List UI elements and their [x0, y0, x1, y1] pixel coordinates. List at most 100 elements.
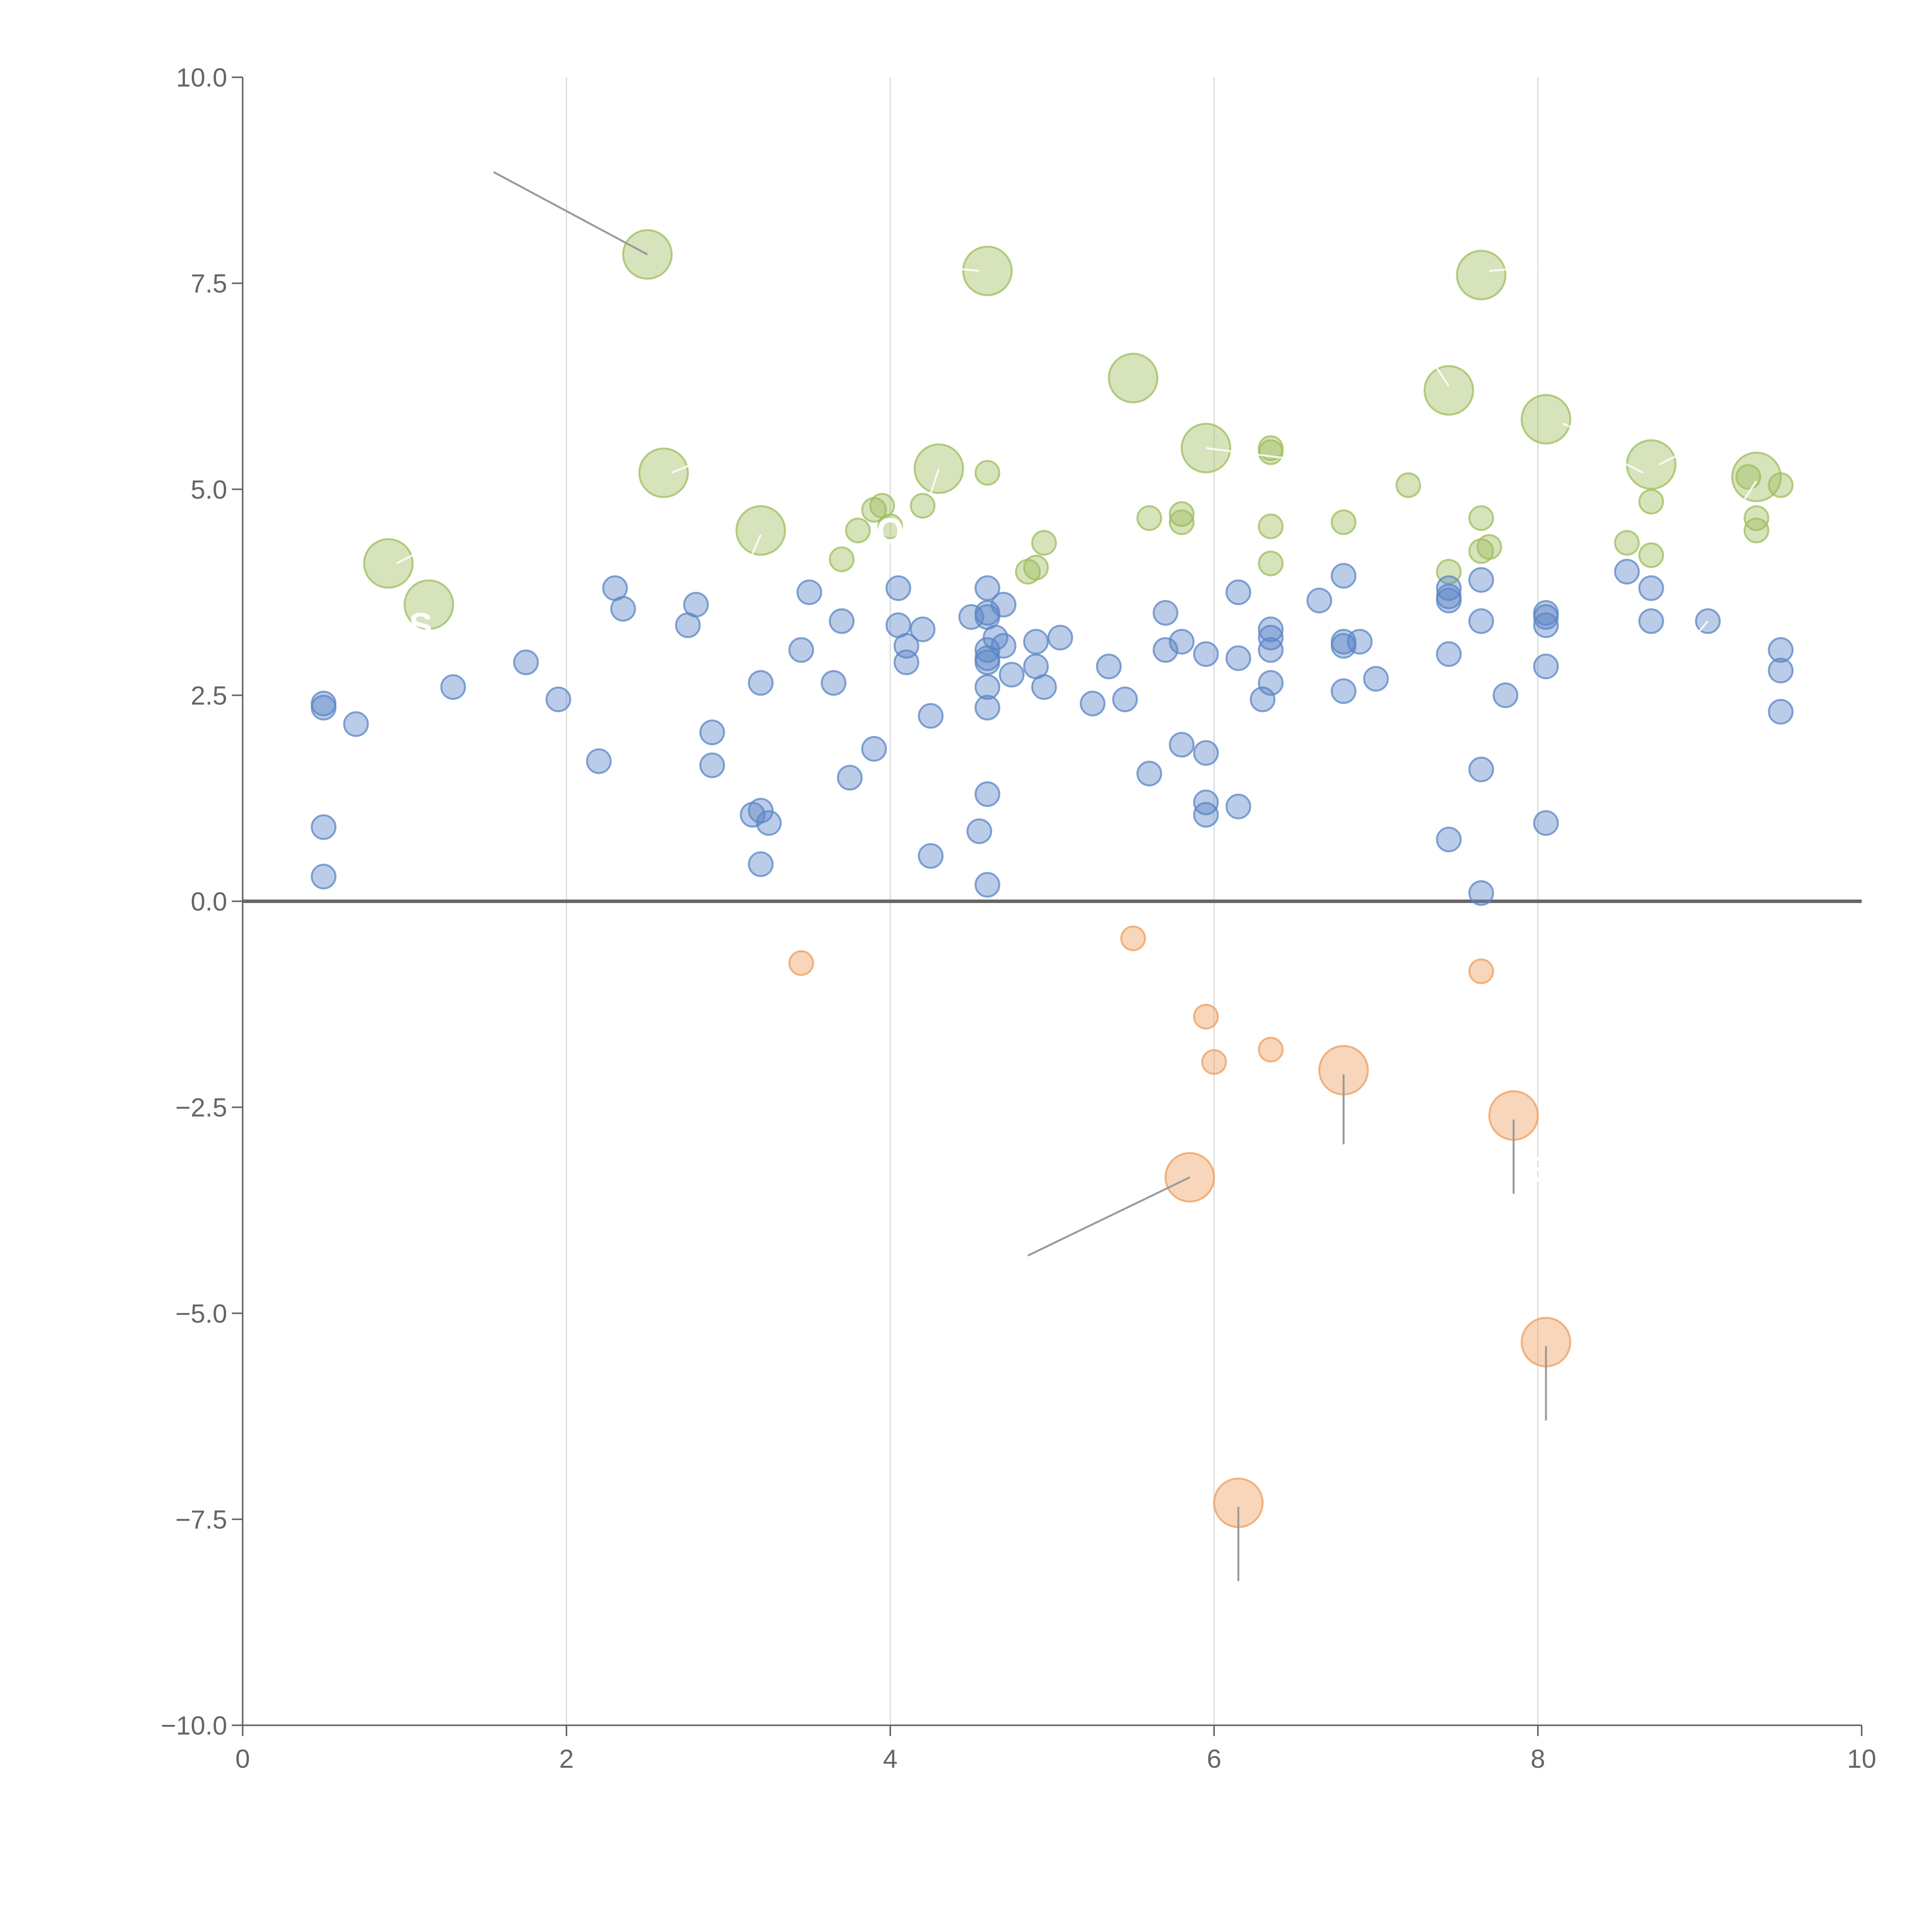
bubble-point — [1112, 686, 1138, 713]
connector-line — [1731, 480, 1757, 519]
y-axis-ticks: 10.0 7.5 5.0 2.5 0.0 −2.5 −5.0 −7.5 −10.0 — [161, 63, 243, 1740]
series-mid — [311, 559, 1794, 906]
bubble-point — [699, 719, 725, 745]
bubble-point — [975, 460, 1000, 486]
bubble-point — [829, 608, 855, 634]
bubble-point — [1023, 629, 1049, 655]
bubble-point — [311, 864, 337, 889]
bubble-point — [740, 802, 766, 828]
bubble-point — [975, 872, 1000, 898]
bubble-point — [845, 517, 871, 544]
bubble-point — [1735, 464, 1761, 490]
bubble-point — [1638, 575, 1664, 601]
bubble-point — [1468, 958, 1494, 984]
bubble-point — [1395, 472, 1422, 498]
connector-line — [930, 468, 940, 494]
bubble-point — [735, 505, 786, 556]
bubble-point — [1330, 633, 1357, 659]
bubble-point — [1533, 612, 1559, 638]
bubble-point — [1096, 653, 1122, 679]
bubble-point — [748, 670, 774, 696]
y-tick-label: 2.5 — [190, 681, 227, 710]
bubble-point — [1031, 674, 1057, 700]
bubble-point — [1164, 1152, 1215, 1203]
y-tick-label: 0.0 — [190, 887, 227, 917]
bubble-point — [1533, 653, 1559, 679]
bubble-point — [910, 616, 936, 643]
bubble-point — [1330, 678, 1357, 704]
x-tick-label: 0 — [235, 1744, 250, 1774]
bubble-point — [1250, 686, 1276, 713]
bubble-point — [918, 843, 944, 869]
connector-line — [1206, 447, 1303, 462]
bubble-label: O — [876, 511, 904, 551]
bubble-point — [1258, 513, 1284, 539]
bubble-point — [1168, 732, 1195, 758]
x-tick-label: 8 — [1531, 1744, 1545, 1774]
bubble-point — [1031, 530, 1057, 556]
bubble-point — [1492, 682, 1519, 708]
y-tick-label: −7.5 — [175, 1505, 227, 1534]
bubble-point — [1614, 559, 1640, 585]
bubble-point — [1436, 641, 1462, 667]
bubble-point — [861, 736, 887, 762]
bubble-point — [975, 674, 1000, 700]
bubble-point — [1468, 880, 1494, 906]
x-tick-label: 4 — [883, 1744, 898, 1774]
bubble-point — [1080, 690, 1105, 716]
bubble-point — [343, 711, 369, 737]
connector-line — [1659, 439, 1709, 466]
y-tick-label: −5.0 — [175, 1299, 227, 1328]
bubble-point — [1743, 517, 1769, 544]
bubble-point — [1168, 629, 1195, 655]
bubble-point — [1120, 925, 1146, 951]
bubble-point — [1614, 530, 1640, 556]
bubble-point — [545, 686, 571, 713]
bubble-point — [1180, 423, 1231, 473]
connector-line — [1683, 620, 1709, 651]
annotation-lines — [396, 171, 1757, 1581]
bubble-point — [1533, 604, 1559, 630]
bubble-point — [966, 818, 992, 844]
bubble-point — [877, 513, 903, 539]
bubble-point — [1476, 534, 1502, 560]
bubble-point — [1626, 439, 1677, 490]
bubble-point — [1520, 394, 1571, 445]
bubble-point — [788, 950, 814, 976]
bubble-point — [1193, 1003, 1219, 1030]
bubble-point — [1258, 670, 1284, 696]
bubble-point — [975, 575, 1000, 601]
bubble-point — [1468, 505, 1494, 531]
bubble-point — [1456, 250, 1507, 301]
bubble-point — [699, 752, 725, 778]
bubble-point — [403, 579, 454, 630]
bubble-point — [1363, 666, 1389, 692]
connector-line — [671, 451, 721, 474]
bubble-point — [1258, 616, 1284, 643]
bubble-point — [1533, 810, 1559, 836]
bubble-point — [975, 649, 1000, 675]
bubble-point — [1768, 637, 1794, 663]
bubble-point — [1153, 600, 1179, 626]
bubble-point — [1193, 641, 1219, 667]
bubble-label: W — [1416, 457, 1449, 497]
bubble-point — [837, 765, 863, 791]
bubble-point — [1193, 740, 1219, 766]
series-high — [363, 229, 1794, 630]
bubble-point — [1168, 509, 1195, 535]
bubble-point — [1638, 489, 1664, 515]
bubble-point — [1468, 757, 1494, 782]
bubble-point — [638, 447, 689, 498]
bubble-point — [1638, 608, 1664, 634]
bubble-point — [885, 575, 912, 601]
bubble-point — [586, 748, 612, 774]
bubble-point — [1225, 579, 1252, 605]
bubble-point — [1258, 637, 1284, 663]
bubble-point — [1436, 587, 1462, 614]
bubble-point — [1347, 629, 1373, 655]
bubble-point — [748, 851, 774, 877]
bubble-label: E — [1518, 1150, 1541, 1189]
bubble-point — [796, 579, 822, 605]
y-tick-label: −2.5 — [175, 1093, 227, 1122]
